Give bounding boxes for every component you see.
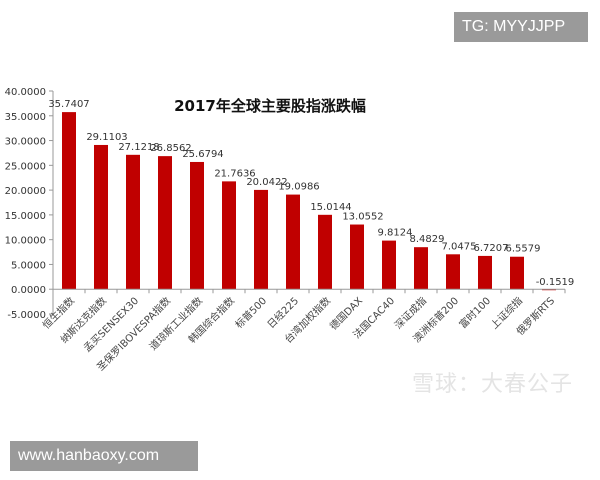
x-axis: 恒生指数纳斯达克指数孟买SENSEX30圣保罗IBOVESPA指数道琼斯工业指数… <box>40 288 566 373</box>
chart-title: 2017年全球主要股指涨跌幅 <box>174 97 366 115</box>
bar <box>286 194 300 290</box>
data-label: 9.8124 <box>378 228 413 239</box>
data-label: 25.6794 <box>182 149 223 160</box>
bar <box>254 189 268 290</box>
data-label: 6.7207 <box>474 243 509 254</box>
data-label: 20.0422 <box>246 177 287 188</box>
bar <box>446 254 460 290</box>
y-tick-label: 35.0000 <box>5 112 46 123</box>
data-label: 19.0986 <box>278 182 319 193</box>
y-tick-label: 20.0000 <box>5 186 46 197</box>
data-label: 13.0552 <box>342 212 383 223</box>
y-tick-label: 40.0000 <box>5 87 46 98</box>
bar <box>222 181 236 290</box>
x-tick-label: 标普500 <box>232 294 269 331</box>
y-tick-label: -5.0000 <box>7 310 46 321</box>
bar <box>382 240 396 290</box>
y-tick-label: 25.0000 <box>5 161 46 172</box>
bar <box>62 112 76 290</box>
bar <box>350 224 364 290</box>
bar <box>478 255 492 290</box>
bar <box>190 161 204 290</box>
data-label: 6.5579 <box>506 244 541 255</box>
site-label: www.hanbaoxy.com <box>10 441 198 471</box>
y-tick-label: 15.0000 <box>5 211 46 222</box>
data-label: 26.8562 <box>150 143 191 154</box>
bar <box>94 144 108 290</box>
bar <box>510 256 524 290</box>
data-label: 8.4829 <box>410 234 445 245</box>
y-tick-label: 10.0000 <box>5 236 46 247</box>
y-tick-label: 30.0000 <box>5 137 46 148</box>
bar <box>318 214 332 290</box>
x-tick-label: 富时100 <box>456 294 493 331</box>
tg-label: TG: MYYJJPP <box>454 12 588 42</box>
data-label: -0.1519 <box>536 277 575 288</box>
y-tick-label: 0.0000 <box>11 285 46 296</box>
y-tick-label: 5.0000 <box>11 260 46 271</box>
data-label: 15.0144 <box>310 202 351 213</box>
bar <box>414 247 428 290</box>
y-axis: 40.0000 35.0000 30.0000 25.0000 20.0000 15.00… <box>5 87 54 321</box>
data-label: 7.0475 <box>442 241 477 252</box>
bar <box>126 154 140 290</box>
bar <box>158 156 172 290</box>
x-tick-label: 孟买SENSEX30 <box>81 295 141 355</box>
data-label: 35.7407 <box>48 99 89 110</box>
data-label: 21.7636 <box>214 168 255 179</box>
data-label: 29.1103 <box>86 132 127 143</box>
data-label: 27.1218 <box>118 142 159 153</box>
watermark: 雪球：大春公子 <box>412 372 574 397</box>
